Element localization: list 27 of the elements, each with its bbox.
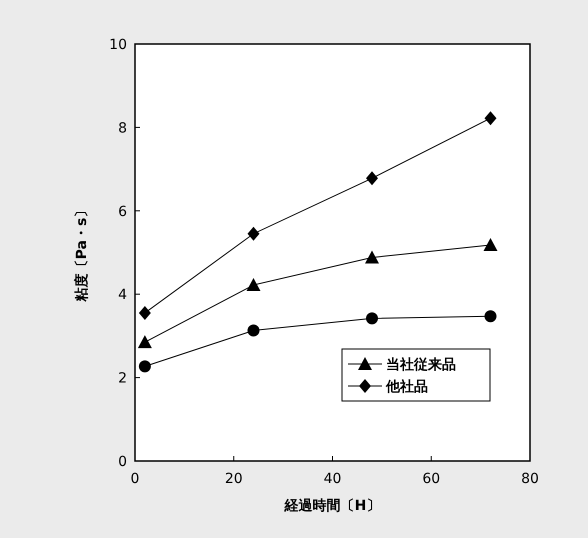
y-axis-title: 粘度〔Pa・s〕	[73, 204, 90, 302]
point	[484, 310, 496, 322]
x-tick-label: 60	[422, 471, 440, 487]
y-tick-label: 10	[109, 37, 127, 53]
point	[366, 171, 378, 186]
point	[138, 306, 151, 320]
y-tick-label: 0	[118, 454, 127, 470]
point	[365, 250, 379, 264]
x-axis-title: 経過時間〔H〕	[284, 498, 380, 514]
point	[248, 324, 260, 336]
x-tick-label: 80	[521, 471, 539, 487]
x-tick-label: 0	[130, 471, 140, 487]
x-tick-label: 20	[224, 471, 243, 487]
point	[248, 226, 260, 241]
point	[138, 360, 151, 372]
point	[484, 111, 496, 126]
point	[138, 335, 152, 348]
y-tick-label: 6	[118, 204, 128, 220]
point	[484, 238, 498, 251]
legend-label: 他社品	[385, 379, 428, 395]
legend-label: 当社従来品	[386, 357, 456, 373]
x-tick-label: 40	[324, 471, 342, 487]
y-tick-label: 4	[118, 287, 128, 304]
point	[246, 278, 260, 292]
y-tick-label: 8	[118, 120, 127, 136]
y-tick-label: 2	[118, 370, 127, 387]
point	[366, 312, 378, 324]
